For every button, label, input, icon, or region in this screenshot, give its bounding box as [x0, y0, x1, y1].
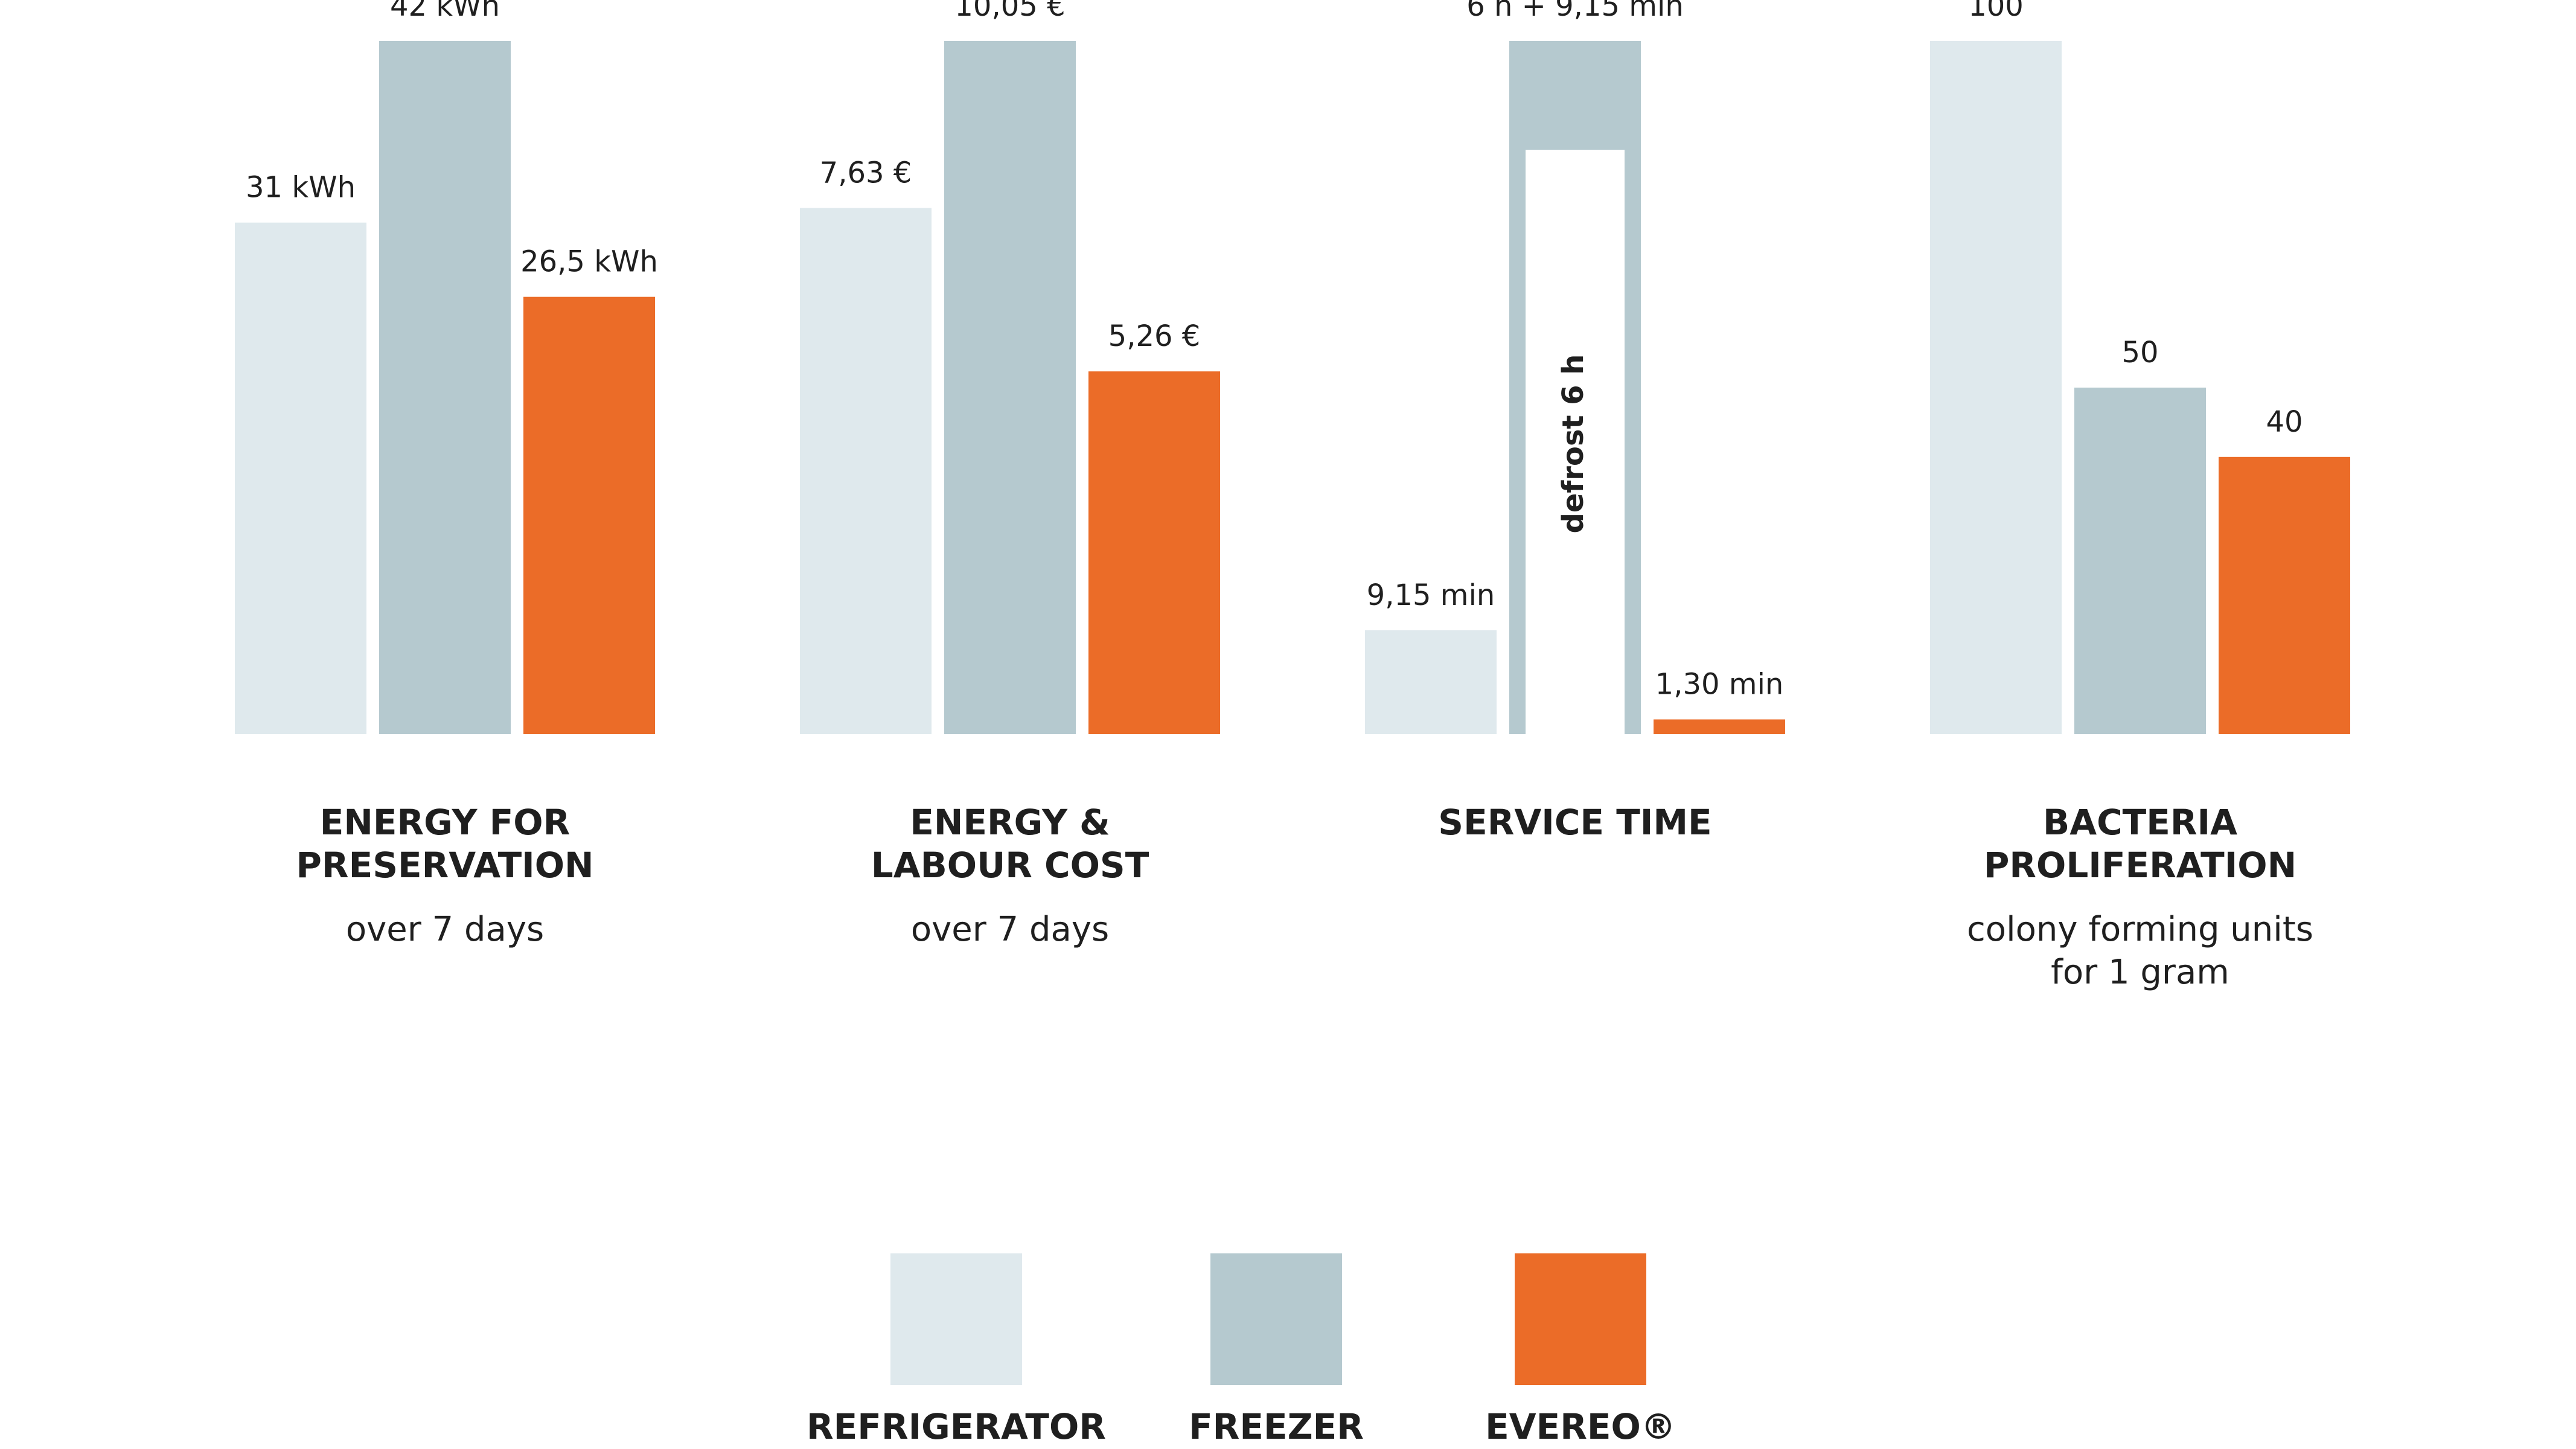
value-label: 7,63 €: [820, 156, 912, 190]
value-label: 42 kWh: [390, 0, 500, 23]
axis-break: [1526, 150, 1625, 734]
legend-swatch: [1515, 1253, 1646, 1385]
legend-label: FREEZER: [1189, 1406, 1364, 1447]
break-label: defrost 6 h: [1556, 354, 1590, 534]
value-label: 31 kWh: [246, 171, 356, 205]
bar: [2219, 456, 2350, 734]
value-label: 50: [2121, 336, 2158, 369]
bar: [1930, 41, 2062, 734]
legend-label: EVEREO®: [1485, 1406, 1676, 1447]
value-label: 6 h + 9,15 min: [1466, 0, 1684, 23]
value-label: 9,15 min: [1367, 578, 1495, 612]
value-label: 26,5 kWh: [520, 245, 658, 279]
legend-swatch: [890, 1253, 1022, 1385]
bar: [2074, 388, 2206, 734]
bar: [800, 208, 932, 734]
bar: [1365, 630, 1497, 734]
bar: [1654, 719, 1785, 734]
category-label: ENERGY FOR PRESERVATION: [296, 802, 593, 886]
category-label: SERVICE TIME: [1438, 802, 1711, 843]
bar: [1088, 371, 1220, 734]
bar: [523, 296, 655, 735]
legend-swatch: [1210, 1253, 1342, 1385]
bar: [944, 41, 1076, 734]
legend-label: REFRIGERATOR: [807, 1406, 1106, 1447]
category-label: ENERGY & LABOUR COST: [871, 802, 1149, 886]
value-label: 5,26 €: [1108, 319, 1201, 353]
category-subtitle: over 7 days: [346, 910, 544, 949]
value-label: 10,05 €: [954, 0, 1065, 23]
value-label: 100: [1968, 0, 2024, 23]
value-label: 40: [2266, 405, 2303, 439]
bar: [379, 41, 511, 734]
category-subtitle: colony forming units for 1 gram: [1967, 910, 2313, 992]
category-label: BACTERIA PROLIFERATION: [1984, 802, 2296, 886]
category-subtitle: over 7 days: [911, 910, 1109, 949]
value-label: 1,30 min: [1655, 668, 1784, 702]
bar: [235, 222, 366, 735]
